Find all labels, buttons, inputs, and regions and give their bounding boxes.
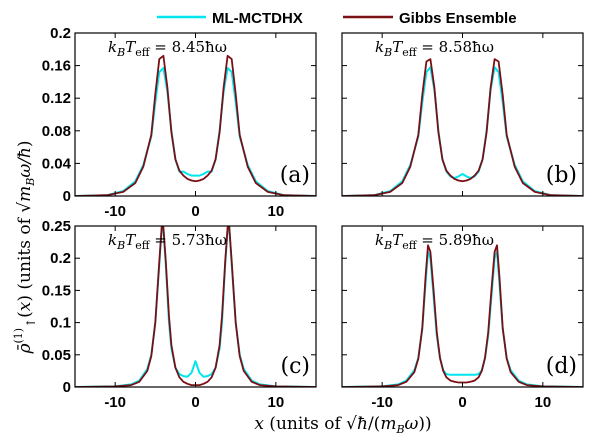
legend: ML-MCTDHX Gibbs Ensemble: [157, 10, 517, 27]
panel-d-temperature-label: kBTeff = 5.89ħω: [375, 231, 494, 252]
panel-c-label: (c): [281, 354, 311, 379]
panel-d: -10 0 10 kBTeff = 5.89ħω (d): [341, 225, 584, 411]
svg-text:x (units of √ħ/(mBω)): x (units of √ħ/(mBω)): [254, 414, 431, 436]
panel-d-xtick-label: 10: [534, 394, 551, 411]
panel-c-xtick-label: 10: [267, 394, 284, 411]
panel-a-ytick-label: 0.2: [50, 25, 71, 42]
panel-a-ytick-label: 0.16: [42, 58, 71, 75]
panel-a: -10 0 10 0 0.04 0.08 0.12 0.16 0.2 kBTeff = 8.45ħ…: [42, 25, 317, 220]
panel-b-label: (b): [546, 163, 577, 188]
panel-a-xtick-label: 0: [191, 203, 199, 220]
panel-a-label: (a): [280, 163, 310, 188]
panel-a-ytick-label: 0: [63, 188, 71, 205]
x-axis-label: x (units of √ħ/(mBω)): [254, 414, 431, 436]
panel-a-temperature-label: kBTeff = 8.45ħω: [108, 38, 227, 59]
panel-c-ytick-label: 0.2: [50, 250, 71, 267]
y-axis-label: ρ̄(1)↑(x) (units of √mBω/ħ): [12, 140, 38, 354]
panel-c-temperature-label: kBTeff = 5.73ħω: [108, 231, 227, 252]
legend-label-ml-mctdhx: ML-MCTDHX: [212, 10, 303, 27]
panel-a-ytick-label: 0.08: [42, 123, 71, 140]
panel-c-xtick-label: -10: [104, 394, 126, 411]
panel-a-xtick-label: -10: [104, 203, 126, 220]
panel-c-ytick-label: 0.15: [42, 282, 71, 299]
panel-b-series-gibbs: [342, 58, 583, 196]
panel-b: kBTeff = 8.58ħω (b): [341, 32, 584, 197]
panel-b-temperature-label: kBTeff = 8.58ħω: [375, 38, 494, 59]
panel-a-ytick-label: 0.12: [42, 90, 71, 107]
legend-label-gibbs: Gibbs Ensemble: [399, 10, 517, 27]
panel-d-label: (d): [546, 354, 577, 379]
svg-text:ρ̄(1)↑(x) (units of √mBω/ħ): ρ̄(1)↑(x) (units of √mBω/ħ): [12, 140, 38, 354]
panel-d-xtick-label: 0: [458, 394, 466, 411]
panel-c-ytick-label: 0.1: [50, 315, 71, 332]
panel-c-xtick-label: 0: [191, 394, 199, 411]
panel-c-ytick-label: 0.25: [42, 218, 71, 235]
panel-a-series-gibbs: [75, 54, 316, 196]
panel-c-ytick-label: 0: [63, 379, 71, 396]
panel-c-ytick-label: 0.05: [42, 347, 71, 364]
panel-c: -10 0 10 0 0.05 0.1 0.15 0.2 0.25 kBTeff = 5.73ħω…: [42, 218, 317, 411]
panel-a-ytick-label: 0.04: [42, 155, 72, 172]
panel-d-xtick-label: -10: [371, 394, 393, 411]
panel-a-xtick-label: 10: [267, 203, 284, 220]
